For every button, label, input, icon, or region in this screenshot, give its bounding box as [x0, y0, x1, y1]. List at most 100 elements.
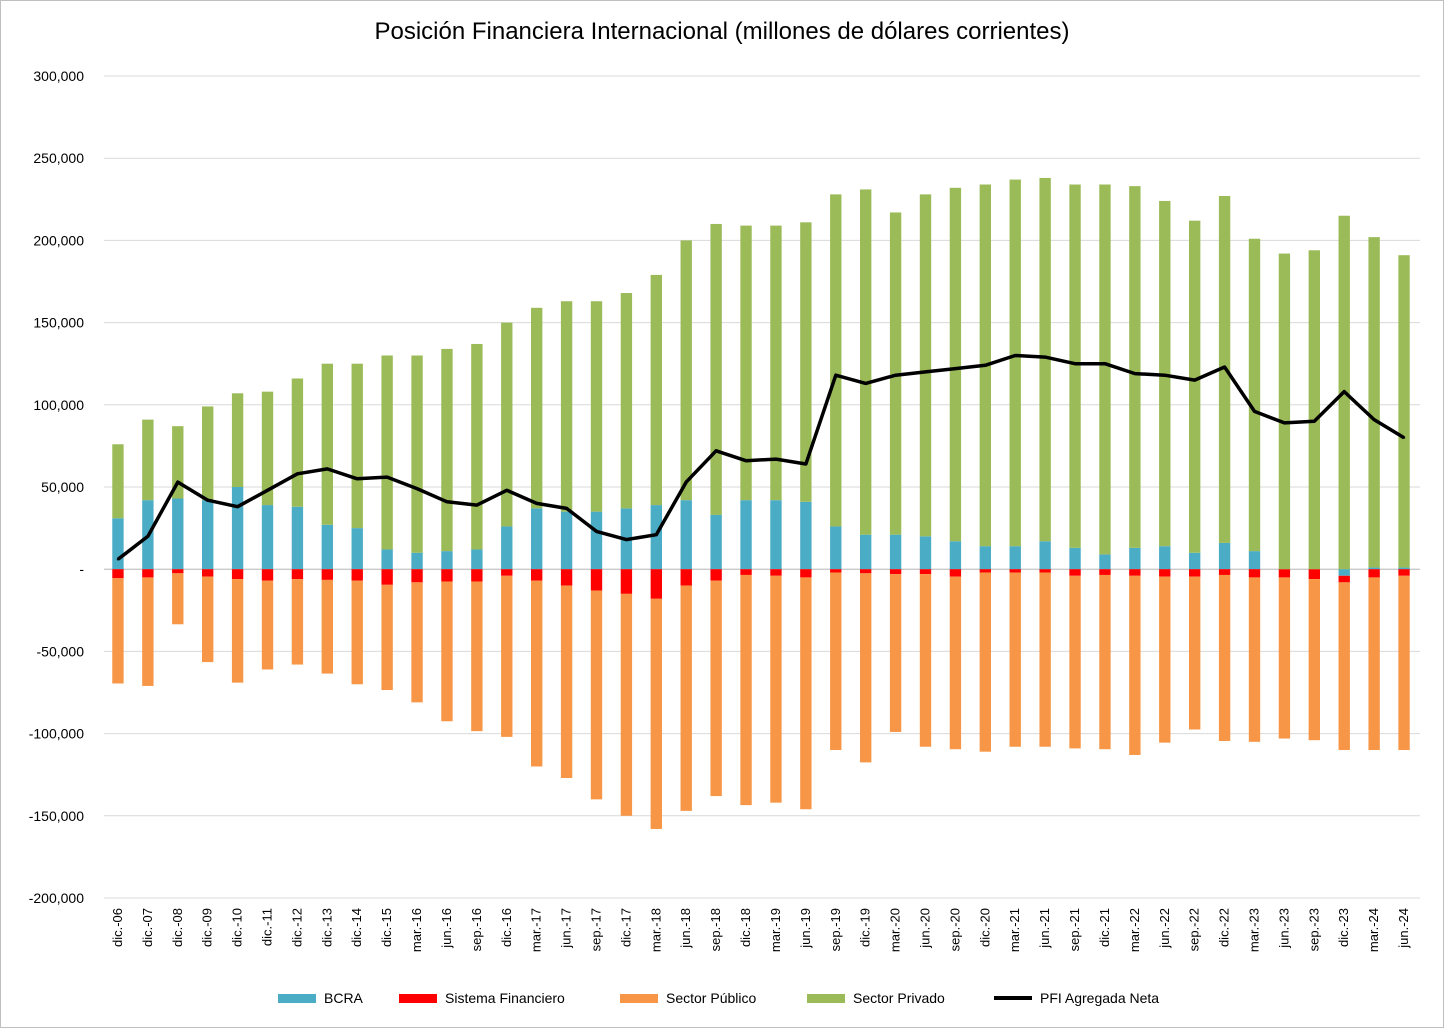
point-pfi-agregada-neta — [685, 480, 688, 484]
bar-bcra — [1159, 546, 1171, 570]
bar-sistema-financiero — [590, 569, 603, 591]
bar-bcra — [231, 487, 244, 570]
bar-sistema-financiero — [1129, 569, 1141, 576]
bar-bcra — [471, 549, 483, 570]
x-tick-label: dic.-18 — [738, 908, 753, 947]
point-pfi-agregada-neta — [1372, 418, 1376, 421]
bar-sistema-financiero — [979, 569, 992, 573]
line-pfi-agregada-neta — [116, 353, 1405, 561]
bar-bcra — [291, 506, 304, 570]
legend-label-bcra: BCRA — [324, 990, 363, 1006]
legend-item-sector-publico: Sector Público — [620, 987, 756, 1009]
y-tick-label: -150,000 — [29, 808, 84, 824]
bar-sector-publico — [381, 584, 393, 691]
bar-sector-publico — [261, 580, 274, 670]
bar-bcra — [889, 534, 902, 570]
x-tick-label: jun.-18 — [678, 908, 693, 949]
bar-sector-publico — [1278, 577, 1291, 739]
bar-sector-privado — [441, 348, 453, 552]
x-tick-label: mar.-16 — [409, 908, 424, 952]
bar-sector-publico — [590, 590, 603, 800]
x-tick-label: dic.-19 — [858, 908, 873, 947]
bar-sector-publico — [1368, 577, 1380, 751]
bar-sistema-financiero — [172, 569, 184, 574]
y-tick-label: -100,000 — [29, 726, 84, 742]
bar-sector-privado — [710, 223, 722, 515]
bar-sector-publico — [142, 577, 154, 686]
bar-sistema-financiero — [1278, 569, 1291, 578]
point-pfi-agregada-neta — [655, 533, 658, 536]
bar-sistema-financiero — [1308, 569, 1321, 580]
x-tick-label: jun.-23 — [1276, 908, 1291, 949]
bar-bcra — [1338, 569, 1350, 576]
bar-sector-publico — [919, 574, 932, 747]
bar-sistema-financiero — [112, 569, 124, 579]
legend-swatch-sector-publico — [620, 993, 658, 1003]
bar-sector-publico — [351, 580, 363, 685]
bar-sector-publico — [1159, 576, 1171, 743]
y-tick-label: 50,000 — [41, 479, 84, 495]
bar-sector-privado — [291, 378, 304, 507]
bar-sector-publico — [740, 574, 752, 806]
legend-swatch-pfi-agregada-neta — [994, 996, 1032, 1000]
x-tick-label: mar.-18 — [648, 908, 663, 952]
bar-sistema-financiero — [620, 569, 633, 594]
bar-sistema-financiero — [501, 569, 513, 576]
bar-sistema-financiero — [1009, 569, 1021, 573]
bar-sector-publico — [770, 575, 782, 803]
x-tick-label: dic.-15 — [379, 908, 394, 947]
point-pfi-agregada-neta — [385, 475, 389, 479]
point-pfi-agregada-neta — [1043, 355, 1047, 359]
point-pfi-agregada-neta — [266, 489, 269, 492]
legend-swatch-bcra — [278, 993, 316, 1003]
bar-sector-publico — [231, 579, 244, 683]
point-pfi-agregada-neta — [1014, 354, 1017, 357]
legend-item-bcra: BCRA — [278, 987, 363, 1009]
bar-sector-publico — [172, 573, 184, 625]
x-tick-label: dic.-17 — [618, 908, 633, 947]
point-pfi-agregada-neta — [415, 487, 419, 490]
legend-item-sector-privado: Sector Privado — [807, 987, 945, 1009]
point-pfi-agregada-neta — [1223, 365, 1226, 369]
bar-bcra — [1248, 551, 1261, 570]
bar-sector-privado — [560, 301, 573, 512]
bar-sistema-financiero — [411, 569, 423, 583]
bar-sistema-financiero — [291, 569, 304, 580]
bar-sistema-financiero — [949, 569, 962, 577]
x-tick-label: dic.-12 — [289, 908, 304, 947]
bar-sistema-financiero — [1218, 569, 1231, 575]
x-tick-label: sep.-20 — [947, 908, 962, 951]
bar-bcra — [710, 514, 722, 570]
point-pfi-agregada-neta — [744, 459, 748, 462]
point-pfi-agregada-neta — [774, 457, 778, 461]
bar-sistema-financiero — [1159, 569, 1171, 577]
legend-label-pfi-agregada-neta: PFI Agregada Neta — [1040, 990, 1160, 1006]
bar-bcra — [560, 511, 573, 570]
x-tick-label: dic.-08 — [170, 908, 185, 947]
bar-sistema-financiero — [321, 569, 334, 580]
bar-sector-privado — [321, 363, 334, 525]
point-pfi-agregada-neta — [326, 467, 329, 471]
bar-sector-privado — [1009, 179, 1021, 547]
bar-sector-publico — [471, 581, 483, 732]
bar-sistema-financiero — [560, 569, 573, 586]
bar-sector-publico — [530, 580, 543, 767]
bar-sector-privado — [142, 419, 154, 501]
bar-sector-publico — [321, 579, 334, 674]
bar-bcra — [919, 536, 932, 570]
point-pfi-agregada-neta — [176, 480, 179, 484]
x-tick-label: dic.-14 — [349, 908, 364, 947]
bar-sector-privado — [740, 225, 752, 501]
bar-bcra — [530, 508, 543, 570]
bar-bcra — [321, 524, 334, 570]
bar-sector-publico — [1398, 575, 1410, 751]
bar-sector-privado — [1099, 184, 1111, 555]
point-pfi-agregada-neta — [984, 364, 987, 367]
bar-sistema-financiero — [710, 569, 722, 581]
bar-sector-publico — [291, 579, 304, 665]
legend: BCRA Sistema Financiero Sector Público S… — [0, 987, 1444, 1009]
x-tick-label: sep.-22 — [1187, 908, 1202, 951]
y-tick-label: 200,000 — [33, 232, 84, 248]
y-axis-ticks: 300,000 250,000 200,000 150,000 100,000 50,00… — [29, 68, 85, 906]
